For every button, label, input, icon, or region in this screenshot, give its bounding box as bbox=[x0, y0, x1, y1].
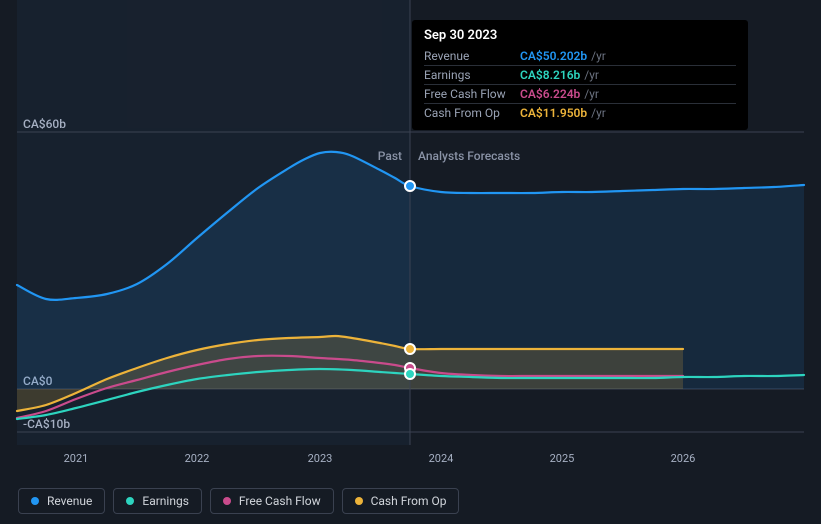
tooltip-row-value: CA$8.216b bbox=[520, 68, 580, 82]
earnings-hover-point bbox=[405, 369, 415, 379]
tooltip-row-label: Revenue bbox=[424, 49, 520, 63]
svg-text:2026: 2026 bbox=[671, 452, 696, 465]
tooltip-row: EarningsCA$8.216b/yr bbox=[424, 65, 736, 84]
tooltip-row-unit: /yr bbox=[591, 106, 606, 120]
svg-text:2021: 2021 bbox=[64, 452, 89, 465]
legend-dot-icon bbox=[223, 497, 231, 505]
tooltip-row-label: Cash From Op bbox=[424, 106, 520, 120]
tooltip-date: Sep 30 2023 bbox=[424, 28, 736, 43]
tooltip-row-unit: /yr bbox=[584, 68, 599, 82]
tooltip-row: RevenueCA$50.202b/yr bbox=[424, 47, 736, 65]
legend-label: Cash From Op bbox=[371, 494, 447, 508]
tooltip-row: Free Cash FlowCA$6.224b/yr bbox=[424, 84, 736, 103]
legend-label: Free Cash Flow bbox=[239, 494, 321, 508]
legend-item-cash_from_op[interactable]: Cash From Op bbox=[342, 488, 460, 514]
svg-text:2024: 2024 bbox=[429, 452, 454, 465]
svg-text:2023: 2023 bbox=[308, 452, 333, 465]
tooltip-row-label: Free Cash Flow bbox=[424, 87, 520, 101]
tooltip-row-unit: /yr bbox=[584, 87, 599, 101]
svg-text:CA$60b: CA$60b bbox=[23, 117, 66, 131]
tooltip-row-label: Earnings bbox=[424, 68, 520, 82]
legend-item-free_cash_flow[interactable]: Free Cash Flow bbox=[210, 488, 334, 514]
revenue-hover-point bbox=[405, 181, 415, 191]
svg-text:2025: 2025 bbox=[550, 452, 575, 465]
tooltip-row-value: CA$50.202b bbox=[520, 49, 587, 63]
legend-item-earnings[interactable]: Earnings bbox=[113, 488, 202, 514]
tooltip-row-value: CA$11.950b bbox=[520, 106, 587, 120]
tooltip-row-value: CA$6.224b bbox=[520, 87, 580, 101]
legend-label: Revenue bbox=[47, 494, 92, 508]
svg-text:Past: Past bbox=[378, 149, 402, 163]
legend-dot-icon bbox=[355, 497, 363, 505]
chart-legend: Revenue Earnings Free Cash Flow Cash From O… bbox=[18, 488, 459, 514]
legend-dot-icon bbox=[31, 497, 39, 505]
financial-chart: CA$60bCA$0-CA$10b20212022202320242025202… bbox=[0, 0, 821, 524]
cash_from_op-hover-point bbox=[405, 344, 415, 354]
svg-text:2022: 2022 bbox=[185, 452, 210, 465]
legend-label: Earnings bbox=[142, 494, 189, 508]
chart-tooltip: Sep 30 2023 RevenueCA$50.202b/yrEarnings… bbox=[412, 20, 748, 130]
tooltip-row: Cash From OpCA$11.950b/yr bbox=[424, 103, 736, 122]
svg-text:Analysts Forecasts: Analysts Forecasts bbox=[418, 149, 520, 163]
legend-item-revenue[interactable]: Revenue bbox=[18, 488, 105, 514]
tooltip-row-unit: /yr bbox=[591, 49, 606, 63]
legend-dot-icon bbox=[126, 497, 134, 505]
svg-text:-CA$10b: -CA$10b bbox=[23, 417, 70, 431]
